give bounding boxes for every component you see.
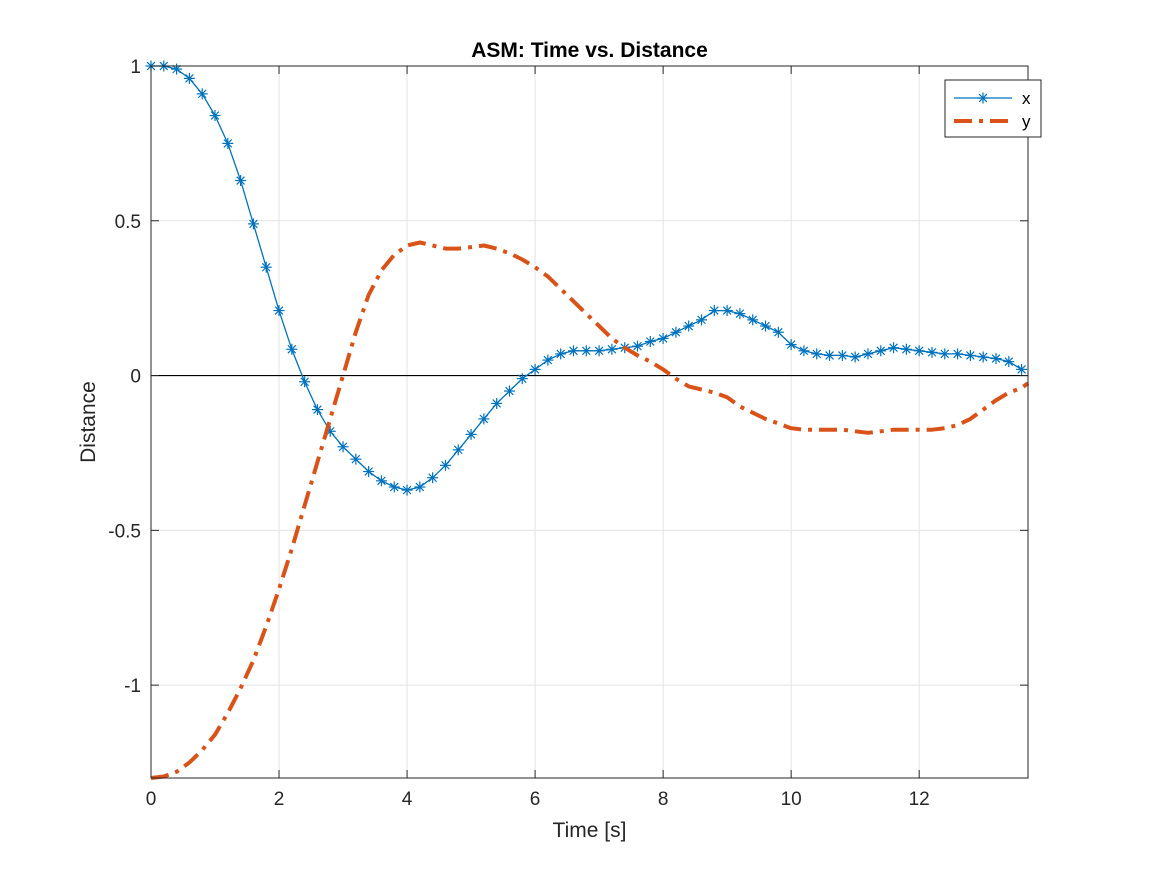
y-tick-label: 0.5: [115, 212, 141, 233]
x-tick-label: 2: [274, 789, 285, 810]
series-x-point-48: [760, 320, 772, 332]
series-x-point-55: [849, 351, 861, 363]
legend: xy: [944, 79, 1042, 138]
series-x-point-13: [311, 404, 323, 416]
series-x-point-46: [734, 308, 746, 320]
axes-box: [150, 65, 1029, 779]
series-x-point-23: [439, 459, 451, 471]
series-x-point-22: [427, 472, 439, 484]
series-x-point-54: [836, 349, 848, 361]
series-x-point-41: [670, 326, 682, 338]
series-x-point-66: [990, 353, 1002, 365]
series-x-point-43: [696, 314, 708, 326]
x-tick-label: 6: [530, 789, 541, 810]
series-x-point-64: [964, 349, 976, 361]
y-tick-label: 1: [130, 57, 141, 78]
y-tick-label: 0: [130, 367, 141, 388]
series-x-point-12: [299, 376, 311, 388]
series-x-point-58: [888, 342, 900, 354]
series-x-point-29: [516, 373, 528, 385]
series-x-point-56: [862, 348, 874, 360]
series-x-point-4: [196, 88, 208, 100]
series-x-point-28: [503, 385, 515, 397]
series-x-point-42: [683, 320, 695, 332]
series-x-point-38: [632, 340, 644, 352]
x-tick-label: 10: [781, 789, 802, 810]
series-x-point-15: [337, 441, 349, 453]
x-tick-label: 12: [909, 789, 930, 810]
series-x-point-11: [286, 343, 298, 355]
series-y-line: [150, 240, 1030, 780]
series-x-point-21: [414, 481, 426, 493]
y-axis-label: Distance: [77, 381, 100, 463]
chart-title: ASM: Time vs. Distance: [471, 39, 708, 62]
series-x-point-6: [222, 137, 234, 149]
series-x-point-32: [555, 348, 567, 360]
series-x-point-25: [465, 428, 477, 440]
series-x-point-60: [913, 345, 925, 357]
series-x-point-52: [811, 348, 823, 360]
x-axis-label: Time [s]: [553, 819, 627, 842]
x-tick-label: 8: [658, 789, 669, 810]
series-x-point-47: [747, 314, 759, 326]
series-x-point-5: [209, 110, 221, 122]
x-tick-label: 0: [146, 789, 157, 810]
series-x-point-24: [452, 444, 464, 456]
series-x-point-2: [171, 63, 183, 75]
series-x-point-45: [721, 305, 733, 317]
series-x-point-30: [529, 363, 541, 375]
x-tick-label: 4: [402, 789, 413, 810]
series-x-point-63: [952, 348, 964, 360]
series-x-point-20: [401, 484, 413, 496]
y-tick-label: -0.5: [108, 521, 141, 542]
series-x-point-7: [235, 175, 247, 187]
series-x-point-18: [375, 475, 387, 487]
series-x-point-9: [260, 261, 272, 273]
series-x-point-26: [478, 413, 490, 425]
series-x-point-36: [606, 343, 618, 355]
series-x-point-44: [708, 305, 720, 317]
series-x-point-3: [183, 72, 195, 84]
series-x-point-17: [363, 466, 375, 478]
series-x-point-8: [247, 218, 259, 230]
series-x-point-19: [388, 481, 400, 493]
series-x-point-33: [567, 345, 579, 357]
series-x-point-16: [350, 453, 362, 465]
series-layer: [145, 60, 1030, 780]
series-x-point-67: [1003, 356, 1015, 368]
series-x-point-50: [785, 339, 797, 351]
series-x-point-65: [977, 351, 989, 363]
series-x-point-68: [1016, 363, 1028, 375]
series-x-point-61: [926, 346, 938, 358]
y-tick-label: -1: [124, 676, 141, 697]
series-x-point-39: [644, 336, 656, 348]
legend-box: [944, 79, 1042, 138]
series-x-point-10: [273, 305, 285, 317]
tick-labels: 0 2 4 6 8 10 12 -1 -0.5 0 0.5 1: [108, 57, 929, 810]
series-x-point-57: [875, 345, 887, 357]
series-x-point-49: [772, 326, 784, 338]
legend-y-label: y: [1022, 112, 1031, 131]
series-x-point-59: [900, 343, 912, 355]
plot-area: [151, 66, 1028, 778]
legend-x-marker: [977, 92, 989, 104]
series-x-point-34: [580, 345, 592, 357]
series-x-point-53: [824, 349, 836, 361]
legend-x-label: x: [1022, 89, 1031, 108]
series-x-point-62: [939, 348, 951, 360]
series-x-point-31: [542, 354, 554, 366]
series-x-point-51: [798, 345, 810, 357]
series-x-point-40: [657, 332, 669, 344]
series-x-point-35: [593, 345, 605, 357]
series-x-point-27: [491, 397, 503, 409]
axes-frame-layer: [150, 65, 1029, 779]
